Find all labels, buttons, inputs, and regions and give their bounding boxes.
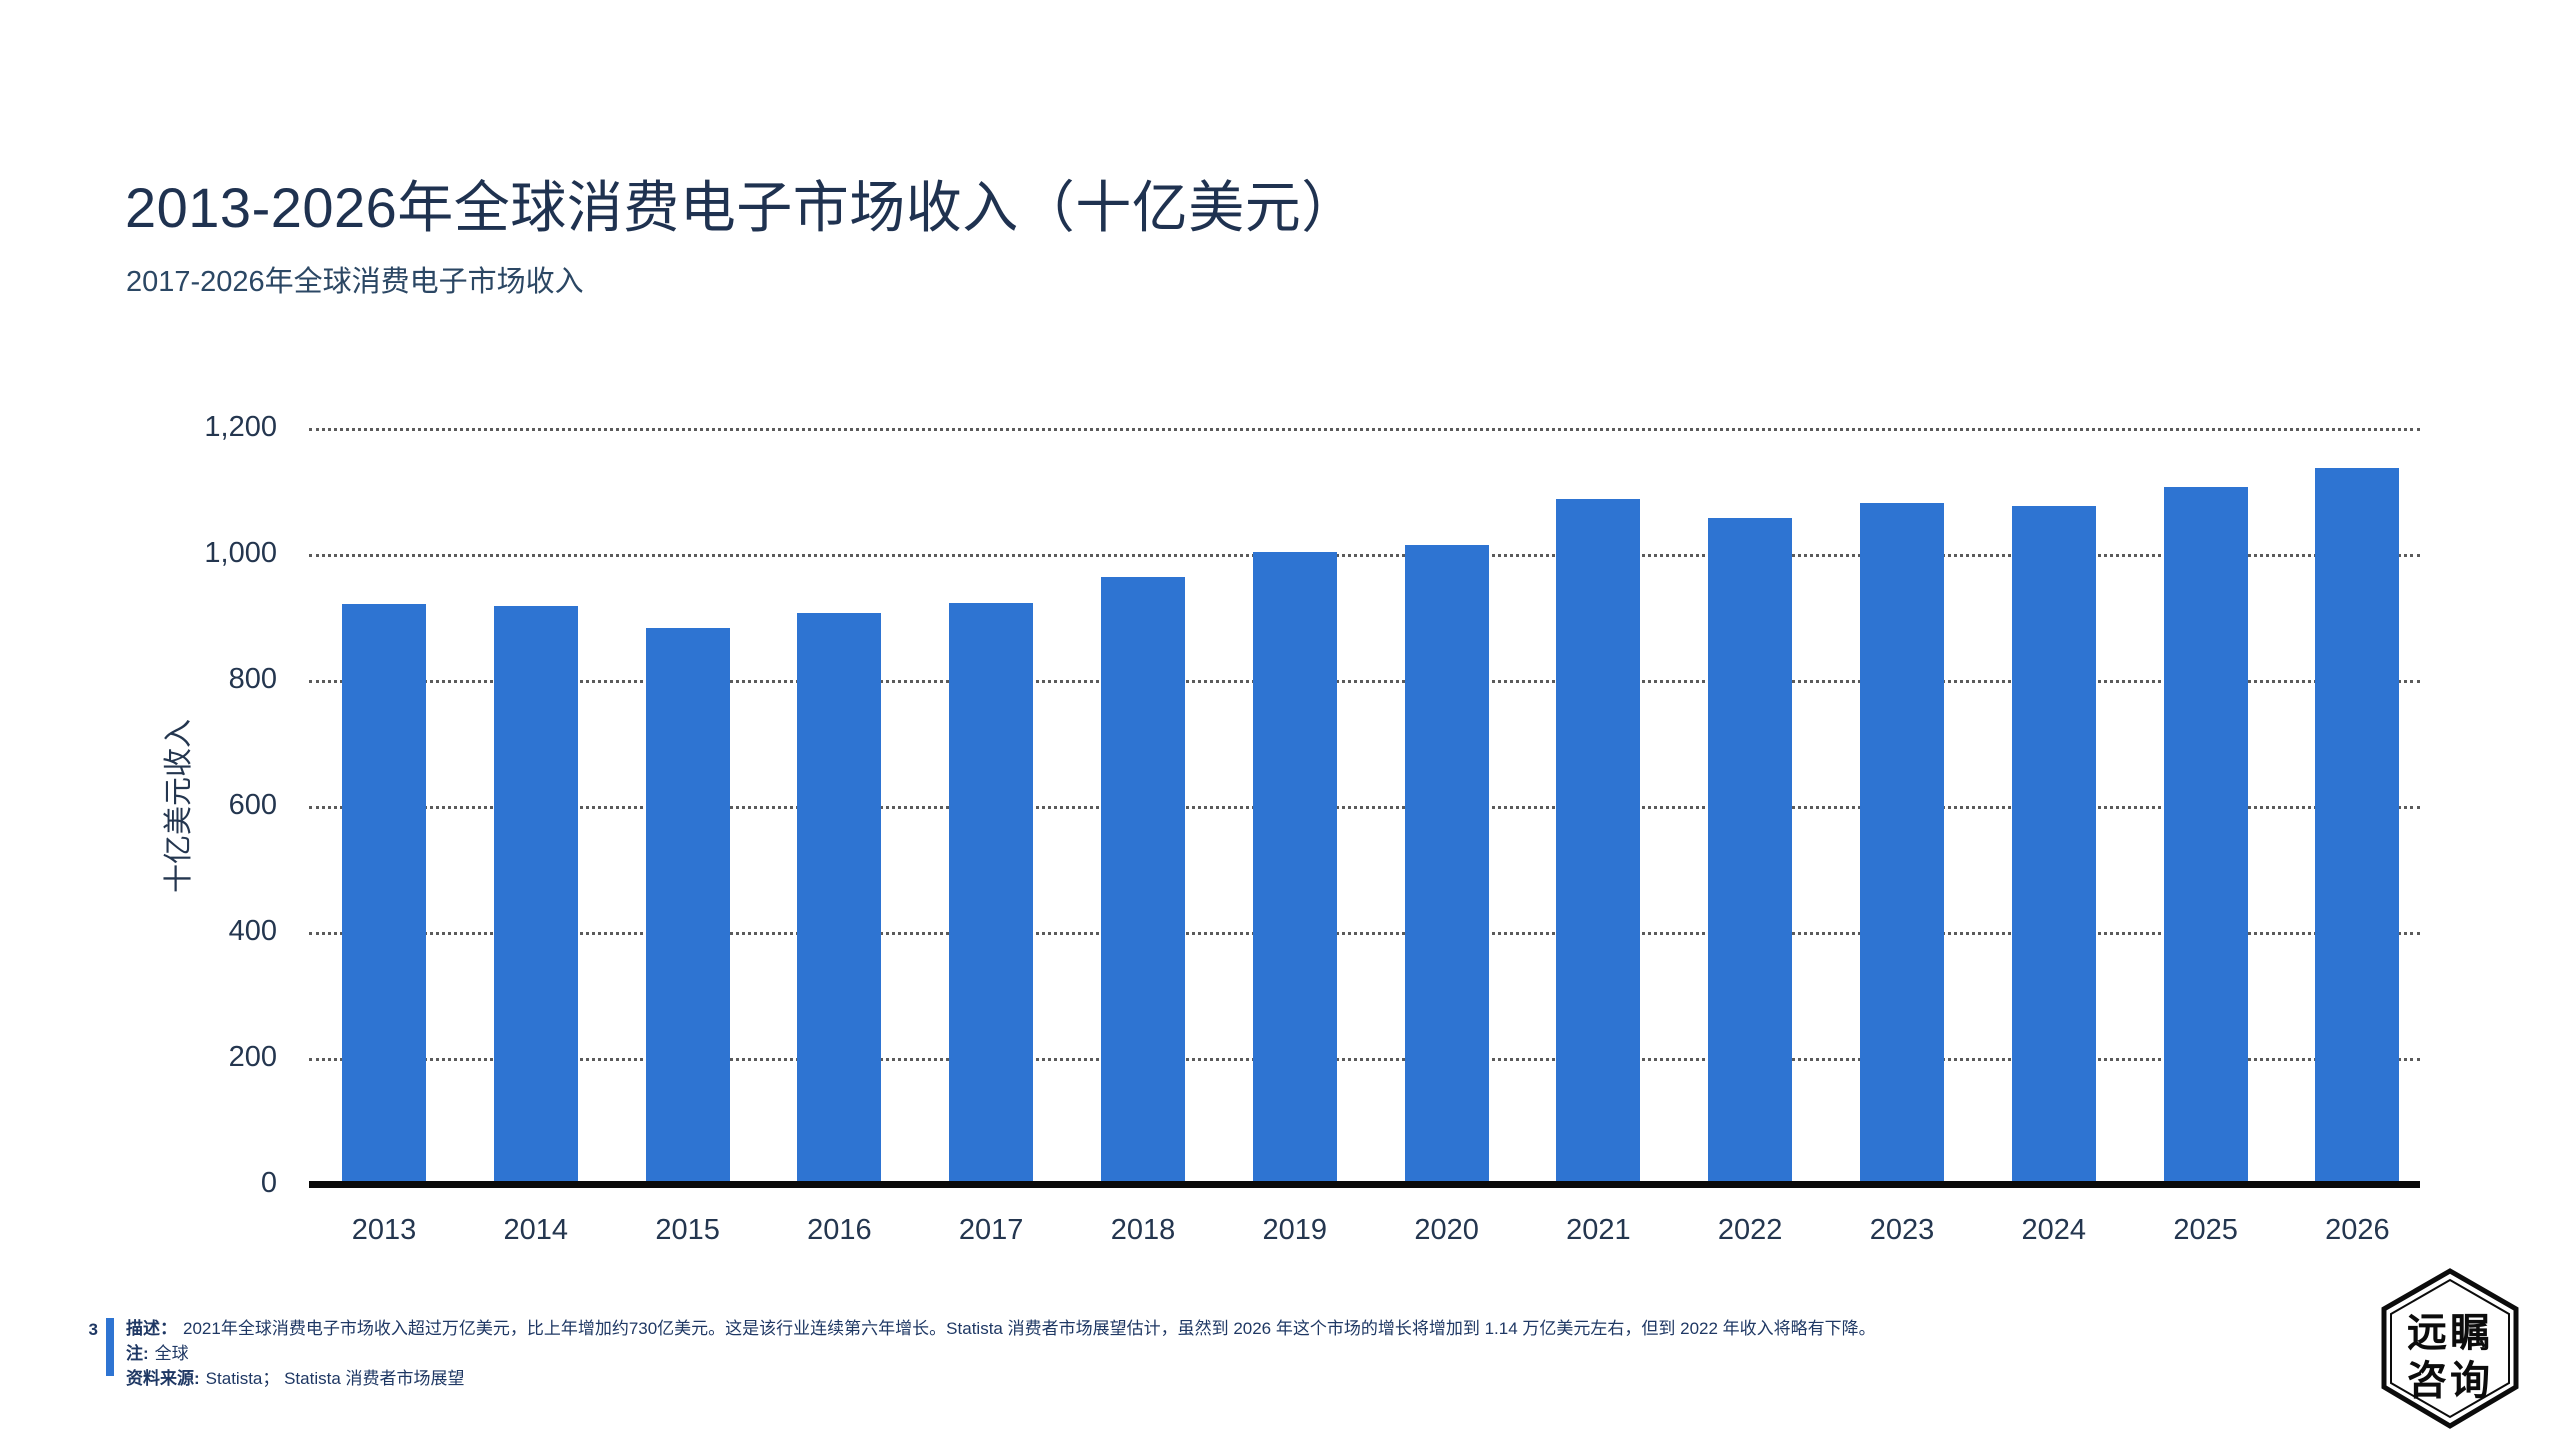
bar-2025 [2163, 486, 2248, 1184]
gridline-600 [309, 806, 2420, 809]
gridline-200 [309, 1058, 2420, 1061]
bar-2026 [2315, 467, 2400, 1184]
page-title: 2013-2026年全球消费电子市场收入（十亿美元） [125, 176, 1358, 239]
bar-2024 [2011, 506, 2096, 1184]
x-tick-label-2025: 2025 [2173, 1214, 2238, 1246]
y-tick-label-1200: 1,200 [204, 411, 277, 443]
note-line: 注: 全球 [126, 1341, 1876, 1366]
gridline-800 [309, 680, 2420, 683]
accent-bar [106, 1318, 114, 1376]
x-tick-label-2023: 2023 [1869, 1214, 1935, 1246]
x-tick-label-2021: 2021 [1566, 1214, 1631, 1246]
y-tick-label-400: 400 [228, 915, 277, 947]
bar-2018 [1101, 577, 1185, 1184]
footer-notes: 描述： 2021年全球消费电子市场收入超过万亿美元，比上年增加约730亿美元。这是… [126, 1316, 1876, 1391]
page-number: 3 [88, 1320, 98, 1339]
description-label: 描述： [126, 1319, 177, 1338]
bar-2015 [645, 628, 730, 1184]
logo-text-top: 远瞩 [2407, 1310, 2493, 1355]
source-line: 资料来源: Statista； Statista 消费者市场展望 [126, 1366, 1876, 1391]
x-tick-label-2018: 2018 [1110, 1214, 1176, 1246]
y-tick-label-200: 200 [228, 1041, 277, 1073]
logo-text-bottom: 咨询 [2407, 1358, 2493, 1403]
bar-2023 [1860, 502, 1944, 1184]
source-label: 资料来源: [126, 1369, 200, 1388]
x-tick-label-2026: 2026 [2325, 1214, 2390, 1246]
plot-area [309, 428, 2420, 1184]
bar-2017 [949, 603, 1034, 1184]
note-text: 全球 [154, 1344, 189, 1363]
y-tick-label-800: 800 [228, 663, 277, 695]
bar-2016 [797, 613, 882, 1184]
x-tick-label-2020: 2020 [1414, 1214, 1479, 1246]
bar-2019 [1252, 552, 1337, 1184]
bar-2021 [1556, 498, 1641, 1184]
y-tick-label-600: 600 [228, 789, 277, 821]
bar-2014 [493, 605, 578, 1184]
hexagon-seal-icon: 远瞩 咨询 [2381, 1268, 2519, 1429]
x-tick-label-2013: 2013 [351, 1214, 417, 1246]
x-tick-label-2024: 2024 [2021, 1214, 2087, 1246]
x-tick-label-2015: 2015 [655, 1214, 720, 1246]
gridline-1000 [309, 554, 2420, 557]
x-tick-label-2017: 2017 [958, 1214, 1024, 1246]
bar-2022 [1708, 518, 1793, 1184]
x-tick-label-2019: 2019 [1262, 1214, 1328, 1246]
note-label: 注: [126, 1344, 149, 1363]
description-line: 描述： 2021年全球消费电子市场收入超过万亿美元，比上年增加约730亿美元。这是… [126, 1316, 1876, 1341]
y-tick-label-0: 0 [260, 1167, 277, 1199]
source-text: Statista； Statista 消费者市场展望 [205, 1369, 465, 1388]
page-subtitle: 2017-2026年全球消费电子市场收入 [126, 266, 584, 298]
company-seal-logo: 远瞩 咨询 [2378, 1268, 2522, 1430]
x-tick-label-2016: 2016 [807, 1214, 872, 1246]
gridline-1200 [309, 428, 2420, 431]
x-axis-line [309, 1181, 2420, 1188]
bar-2020 [1404, 545, 1489, 1184]
y-tick-label-1000: 1,000 [204, 537, 277, 569]
gridline-400 [309, 932, 2420, 935]
bar-2013 [342, 604, 426, 1184]
x-tick-label-2014: 2014 [503, 1214, 569, 1246]
description-text: 2021年全球消费电子市场收入超过万亿美元，比上年增加约730亿美元。这是该行业… [183, 1319, 1876, 1338]
x-tick-label-2022: 2022 [1717, 1214, 1783, 1246]
